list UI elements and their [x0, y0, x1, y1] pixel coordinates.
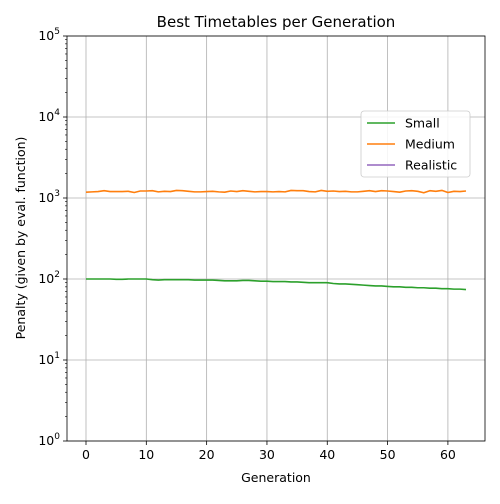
x-tick-label: 10 [138, 447, 154, 462]
y-tick-label-base: 10 [38, 190, 54, 205]
x-tick-label: 20 [199, 447, 215, 462]
y-tick-label-base: 10 [38, 28, 54, 43]
y-tick-label: 102 [38, 270, 60, 286]
y-tick-label-base: 10 [38, 352, 54, 367]
plot-frame [66, 35, 486, 442]
y-tick-label-exponent: 3 [54, 189, 60, 199]
x-axis-label: Generation [241, 470, 311, 485]
y-tick-label-exponent: 0 [54, 432, 60, 442]
x-tick-label: 50 [380, 447, 396, 462]
y-tick-label: 101 [38, 351, 60, 367]
y-tick-label: 105 [38, 27, 60, 43]
legend: Small Medium Realistic [360, 110, 471, 178]
y-tick-label-base: 10 [38, 433, 54, 448]
y-tick-label-exponent: 5 [54, 27, 60, 37]
x-tick-label: 30 [259, 447, 275, 462]
y-tick-label-exponent: 1 [54, 351, 60, 361]
series-line-medium [85, 189, 467, 194]
y-tick-label: 100 [38, 432, 60, 448]
y-tick-label-exponent: 2 [54, 270, 60, 280]
chart-title: Best Timetables per Generation [157, 13, 396, 31]
x-tick-label: 40 [319, 447, 335, 462]
series-lines [85, 189, 467, 291]
series-line-small [86, 278, 467, 291]
y-tick-label-exponent: 4 [54, 108, 60, 118]
legend-label-realistic: Realistic [405, 158, 457, 173]
legend-box [360, 110, 471, 178]
legend-label-small: Small [405, 116, 440, 131]
x-tick-label: 0 [82, 447, 90, 462]
y-tick-label: 104 [38, 108, 60, 124]
x-tick-label: 60 [440, 447, 456, 462]
y-tick-label: 103 [38, 189, 60, 205]
grid-lines [67, 35, 485, 442]
legend-label-medium: Medium [405, 137, 455, 152]
y-tick-label-base: 10 [38, 271, 54, 286]
y-tick-label-base: 10 [38, 109, 54, 124]
y-axis-label: Penalty (given by eval. function) [13, 137, 28, 340]
